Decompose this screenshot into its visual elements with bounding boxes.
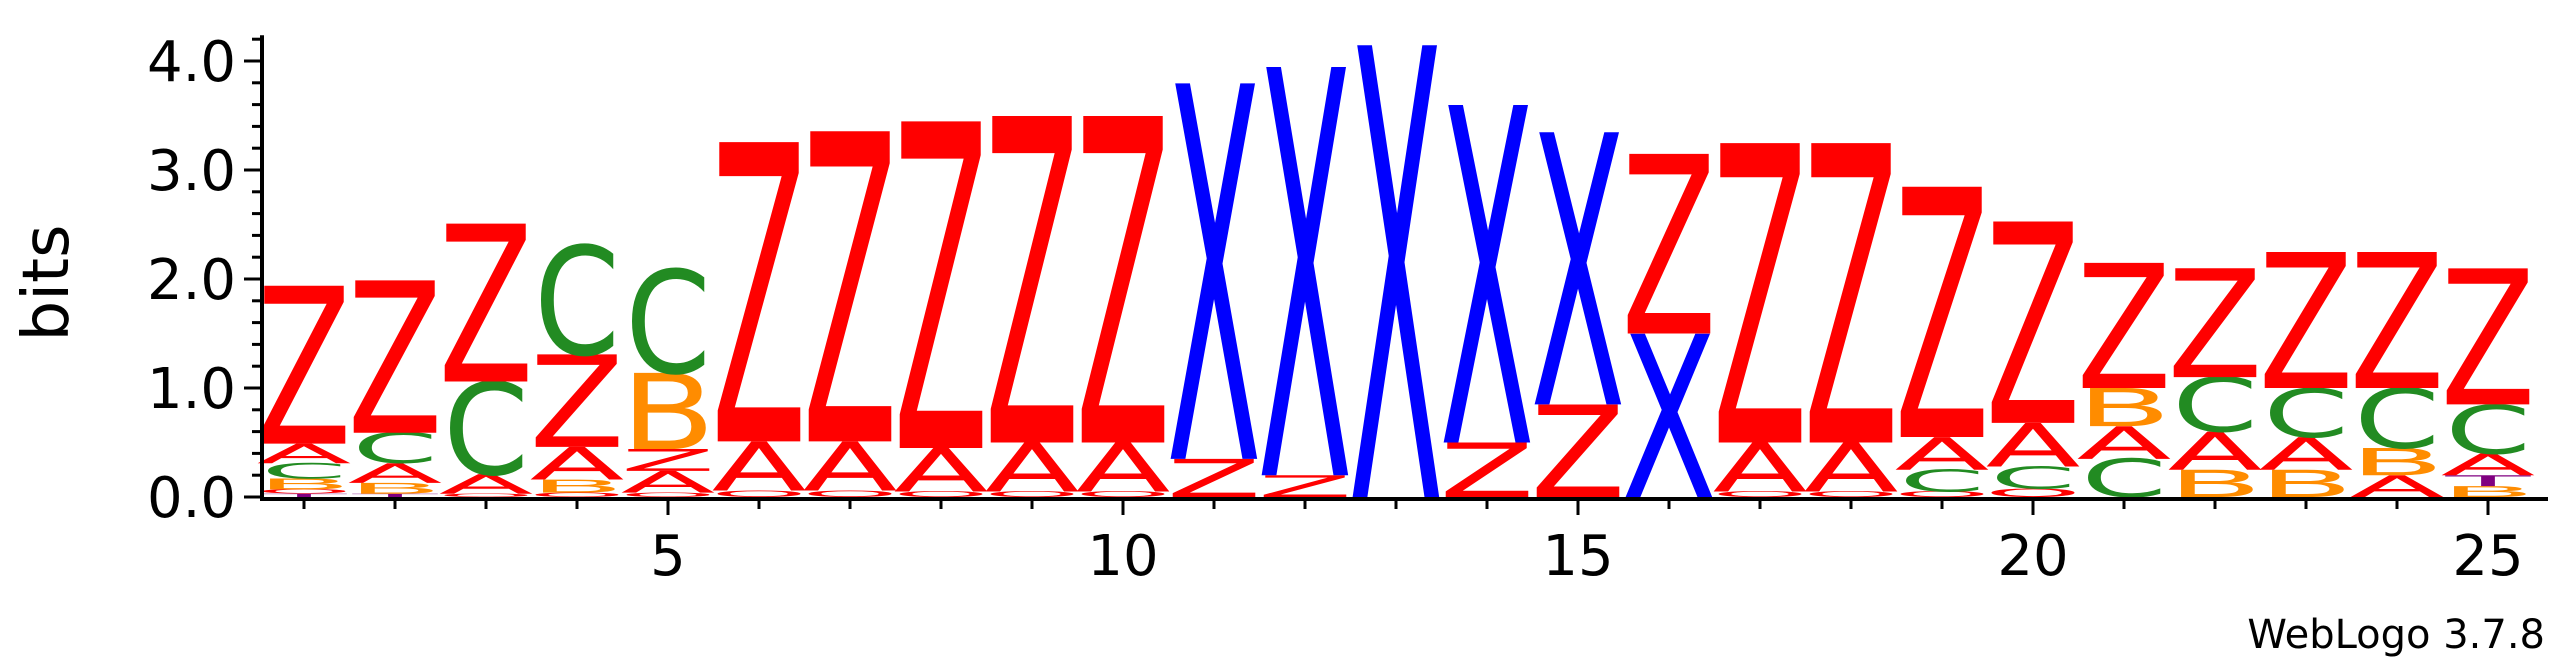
logo-glyph-a: A — [1986, 412, 2081, 481]
logo-glyph-a: A — [348, 458, 443, 490]
logo-glyph-z: Z — [620, 443, 715, 478]
logo-glyph-o: O — [802, 489, 899, 500]
axis-layer: 0.0 1.0 2.0 3.0 4.0 5 10 15 20 25 — [147, 30, 2548, 589]
logo-glyph-a: A — [985, 429, 1080, 507]
logo-glyph-b: B — [529, 476, 624, 497]
logo-glyph-z: Z — [1712, 63, 1807, 540]
logo-glyph-c: C — [625, 242, 711, 407]
logo-glyph-z: Z — [1803, 63, 1898, 540]
logo-glyph-c: C — [2354, 372, 2440, 468]
logo-glyph-x: X — [1348, 0, 1443, 643]
y-tick-label: 4.0 — [147, 30, 236, 95]
logo-glyph-a: A — [439, 469, 534, 501]
logo-glyph-a: A — [2077, 418, 2172, 470]
logo-glyph-b: B — [2349, 441, 2444, 484]
logo-glyph-a: A — [2259, 428, 2354, 480]
y-tick-label: 1.0 — [147, 357, 236, 422]
logo-glyph-c: C — [261, 459, 347, 483]
logo-glyph-t: T — [351, 493, 439, 498]
logo-glyph-z: Z — [1985, 166, 2080, 488]
logo-glyph-z: Z — [2167, 238, 2262, 412]
logo-glyph-c: C — [2445, 392, 2531, 470]
x-tick-label: 25 — [2452, 524, 2523, 589]
logo-glyph-z: Z — [2349, 214, 2444, 432]
logo-glyph-z: Z — [2440, 231, 2535, 449]
logo-glyph-o: O — [256, 488, 353, 495]
logo-glyph-b: B — [256, 476, 351, 493]
logo-glyph-o: O — [1075, 490, 1172, 499]
logo-glyph-x: X — [1257, 0, 1352, 608]
logo-glyph-z: Z — [438, 180, 533, 432]
logo-glyph-o: O — [438, 493, 535, 498]
weblogo-version-label: WebLogo 3.7.8 — [2247, 612, 2545, 658]
logo-glyph-z: Z — [1621, 106, 1716, 393]
logo-glyph-c: C — [443, 357, 529, 504]
logo-glyph-a: A — [1895, 428, 1990, 480]
logo-glyph-o: O — [529, 491, 626, 498]
logo-glyph-o: O — [1894, 490, 1991, 499]
glyph-layer: TOBCAZTBACZOACZOBAZCOAZBCOAZOAZOAZOAZOAZ… — [256, 0, 2536, 643]
logo-glyph-b: B — [347, 480, 442, 497]
logo-glyph-b: B — [620, 352, 715, 474]
logo-glyph-o: O — [1712, 490, 1809, 499]
logo-glyph-t: T — [2444, 472, 2531, 489]
logo-glyph-a: A — [530, 438, 625, 490]
logo-glyph-b: B — [2440, 483, 2535, 500]
y-tick-label: 2.0 — [147, 248, 236, 313]
logo-glyph-a: A — [1713, 429, 1808, 507]
logo-glyph-a: A — [803, 428, 898, 506]
logo-glyph-c: C — [2172, 363, 2258, 450]
logo-glyph-a: A — [621, 465, 716, 500]
logo-glyph-z: Z — [2258, 214, 2353, 432]
logo-glyph-z: Z — [802, 46, 897, 542]
logo-glyph-z: Z — [2076, 228, 2171, 428]
logo-glyph-o: O — [620, 491, 717, 498]
x-tick-label: 5 — [650, 524, 686, 589]
logo-glyph-c: C — [352, 425, 438, 474]
x-tick-label: 20 — [1997, 524, 2068, 589]
y-tick-label: 0.0 — [147, 466, 236, 531]
logo-glyph-a: A — [2168, 421, 2263, 482]
logo-glyph-a: A — [257, 438, 352, 470]
logo-glyph-z: Z — [256, 242, 351, 494]
logo-glyph-a: A — [1076, 429, 1171, 507]
logo-glyph-o: O — [1985, 486, 2082, 500]
x-tick-label: 10 — [1087, 524, 1158, 589]
logo-glyph-a: A — [2441, 447, 2536, 482]
logo-glyph-c: C — [1990, 461, 2076, 496]
logo-glyph-t: T — [260, 493, 348, 498]
logo-glyph-z: Z — [529, 330, 624, 477]
x-tick-label: 15 — [1542, 524, 1613, 589]
logo-glyph-a: A — [1804, 429, 1899, 507]
logo-glyph-c: C — [1899, 464, 1985, 499]
logo-glyph-x: X — [1439, 13, 1534, 552]
logo-glyph-z: Z — [347, 238, 442, 482]
logo-glyph-o: O — [893, 490, 990, 499]
logo-glyph-z: Z — [893, 33, 988, 554]
logo-glyph-z: Z — [1075, 28, 1170, 549]
y-axis-label: bits — [10, 225, 84, 342]
logo-glyph-a: A — [712, 428, 807, 506]
logo-glyph-z: Z — [1894, 118, 1989, 518]
logo-glyph-x: X — [1530, 60, 1625, 493]
logo-glyph-c: C — [2263, 375, 2349, 453]
logo-glyph-c: C — [534, 217, 620, 391]
logo-glyph-x: X — [1166, 0, 1261, 580]
logo-glyph-a: A — [894, 437, 989, 506]
logo-glyph-z: Z — [711, 62, 806, 539]
logo-glyph-o: O — [1803, 490, 1900, 499]
logo-glyph-z: Z — [984, 28, 1079, 549]
logo-glyph-o: O — [984, 490, 1081, 499]
logo-glyph-b: B — [2076, 378, 2171, 439]
logo-glyph-o: O — [711, 489, 808, 500]
y-tick-label: 3.0 — [147, 139, 236, 204]
